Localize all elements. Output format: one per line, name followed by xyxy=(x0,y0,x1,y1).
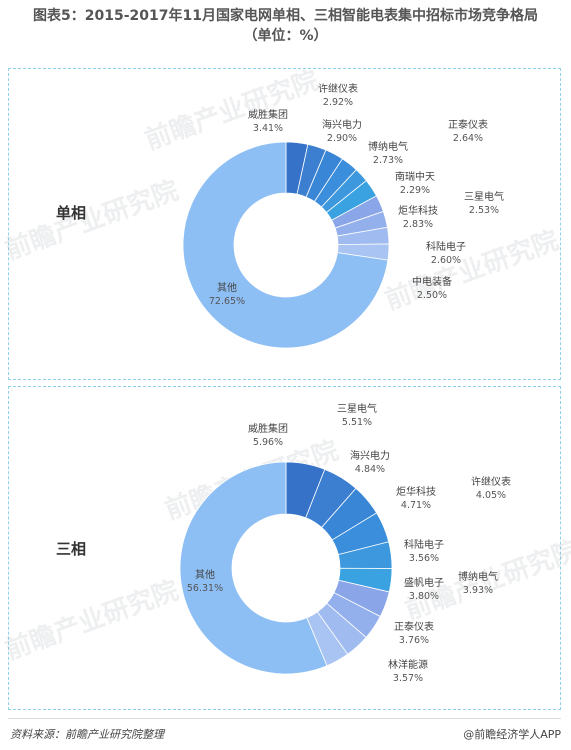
slice-label: 威胜集团 xyxy=(248,108,288,121)
slice-value-label: 3.56% xyxy=(409,553,439,564)
slice-label: 海兴电力 xyxy=(322,118,362,131)
source-note: 资料来源：前瞻产业研究院整理 xyxy=(10,728,164,741)
slice-label: 博纳电气 xyxy=(458,570,498,583)
slice-value-label: 2.53% xyxy=(469,205,499,216)
slice-value-label: 4.71% xyxy=(401,500,431,511)
slice-value-label: 2.92% xyxy=(323,97,353,108)
slice-label: 科陆电子 xyxy=(426,240,466,253)
slice-value-label: 2.83% xyxy=(403,219,433,230)
slice-label: 三星电气 xyxy=(337,402,377,415)
chart-title: 图表5：2015-2017年11月国家电网单相、三相智能电表集中招标市场竞争格局… xyxy=(0,6,571,46)
slice-value-label: 4.84% xyxy=(355,464,385,475)
slice-label: 正泰仪表 xyxy=(394,620,434,633)
slice-label: 炬华科技 xyxy=(398,204,438,217)
slice-label: 许继仪表 xyxy=(471,475,511,488)
title-line-2: （单位：%） xyxy=(243,28,328,44)
brand-credit: @前瞻经济学人APP xyxy=(463,728,561,741)
pie-slice xyxy=(179,461,328,675)
slice-value-label: 2.50% xyxy=(417,290,447,301)
slice-value-label: 4.05% xyxy=(476,490,506,501)
slice-value-label: 2.29% xyxy=(400,185,430,196)
panel-label-three-phase: 三相 xyxy=(56,540,87,558)
pie-slice xyxy=(182,141,389,349)
footer-divider xyxy=(8,718,561,719)
slice-value-label: 72.65% xyxy=(209,296,245,307)
slice-value-label: 2.64% xyxy=(453,133,483,144)
slice-value-label: 56.31% xyxy=(187,583,223,594)
slice-label: 博纳电气 xyxy=(368,140,408,153)
slice-value-label: 3.41% xyxy=(253,123,283,134)
slice-label: 海兴电力 xyxy=(350,449,390,462)
slice-label: 盛帆电子 xyxy=(404,576,444,589)
slice-label: 炬华科技 xyxy=(396,485,436,498)
slice-label: 正泰仪表 xyxy=(448,118,488,131)
slice-label: 其他 xyxy=(195,568,215,581)
slice-label: 中电装备 xyxy=(412,275,452,288)
slice-value-label: 5.96% xyxy=(253,437,283,448)
title-line-1: 图表5：2015-2017年11月国家电网单相、三相智能电表集中招标市场竞争格局 xyxy=(33,8,538,24)
slice-label: 南瑞中天 xyxy=(395,170,435,183)
slice-label: 威胜集团 xyxy=(248,422,288,435)
slice-label: 其他 xyxy=(217,281,237,294)
slice-label: 林洋能源 xyxy=(388,658,428,671)
donut-three-phase: 威胜集团 5.96% 三星电气 5.51% 海兴电力 4.84% 炬华科技 4.71% 许继仪表… xyxy=(179,402,511,684)
slice-label: 许继仪表 xyxy=(318,82,358,95)
donut-single-phase: 威胜集团 3.41% 许继仪表 2.92% 海兴电力 2.90% 博纳电气 2.73% 南瑞中天… xyxy=(182,82,504,349)
slice-value-label: 3.76% xyxy=(399,635,429,646)
slice-label: 三星电气 xyxy=(464,190,504,203)
slice-value-label: 2.90% xyxy=(327,133,357,144)
panel-three-phase xyxy=(8,386,561,710)
slice-label: 科陆电子 xyxy=(404,538,444,551)
slice-value-label: 2.60% xyxy=(431,255,461,266)
slice-value-label: 3.57% xyxy=(393,673,423,684)
slice-value-label: 5.51% xyxy=(342,417,372,428)
panel-single-phase xyxy=(8,68,561,380)
panel-label-single-phase: 单相 xyxy=(56,204,87,222)
slice-value-label: 3.93% xyxy=(463,585,493,596)
slice-value-label: 3.80% xyxy=(409,591,439,602)
slice-value-label: 2.73% xyxy=(373,155,403,166)
